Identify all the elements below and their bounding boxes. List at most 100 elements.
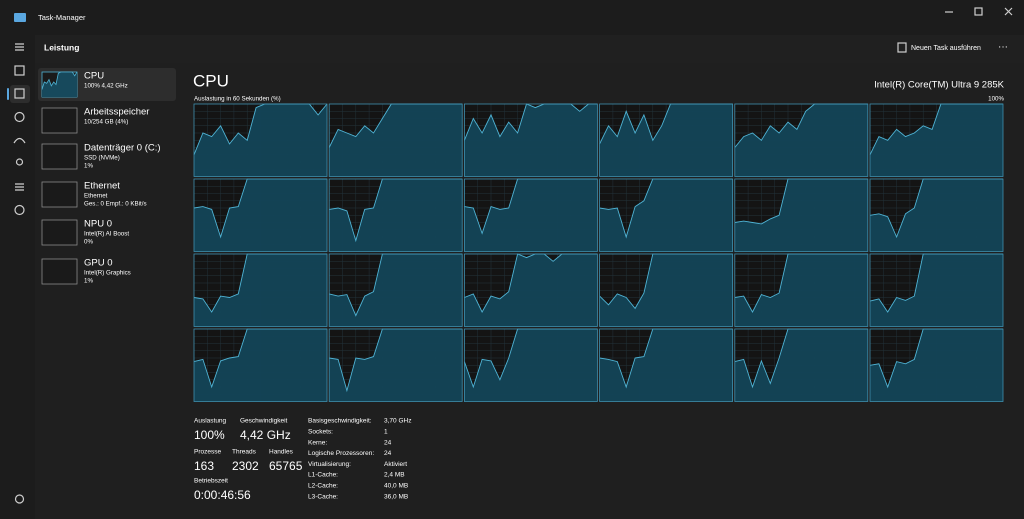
sidebar-item-detail: Intel(R) Graphics [84,270,131,277]
graph-area [599,254,733,327]
graph-area [734,104,868,177]
details-icon[interactable] [15,183,24,191]
graph-border [193,178,328,252]
services-icon[interactable] [14,204,25,216]
stat-value: 0:00:46:56 [194,488,251,502]
app-icon [14,13,26,22]
graph-area [734,254,868,327]
graph-border [193,253,328,327]
new-task-icon [897,42,907,53]
detail-value: 24 [384,439,392,446]
detail-label: L1-Cache: [308,472,338,479]
nav-indicator [7,88,9,100]
graph-area [329,329,463,402]
detail-label: L3-Cache: [308,493,338,500]
detail-value: 1 [384,429,388,436]
main-title: CPU [193,71,229,90]
processor-name: Intel(R) Core(TM) Ultra 9 285K [874,80,1005,91]
graph-border [599,178,733,252]
performance-icon[interactable] [14,88,25,99]
sidebar-thumbnail [41,143,78,170]
startup-icon[interactable] [13,137,26,144]
sidebar-thumbnail-area [42,72,77,97]
page-header: Leistung [44,42,79,52]
graph-area [870,329,1003,402]
sidebar-item-detail: 1% [84,278,93,285]
sidebar-item-name: NPU 0 [84,219,112,230]
graph-border [599,328,733,402]
sidebar-item-detail: Intel(R) AI Boost [84,231,129,238]
detail-label: Kerne: [308,439,327,446]
stat-value: 100% [194,428,225,442]
users-icon[interactable] [15,158,24,166]
graph-area [599,179,733,252]
detail-value: Aktiviert [384,461,407,468]
sidebar-item-name: CPU [84,71,104,82]
graph-area [464,179,598,252]
graph-area [464,329,598,402]
maximize-button[interactable] [974,7,983,16]
detail-value: 2,4 MB [384,472,405,479]
graph-border [328,103,463,177]
graph-border [734,253,869,327]
stat-value: 2302 [232,459,259,473]
menu-icon[interactable] [15,43,24,51]
graph-border [869,253,1004,327]
sidebar-item-detail: Ethernet [84,193,108,200]
graph-border [869,178,1004,252]
stat-label: Handles [269,449,294,456]
sidebar-item-name: Datenträger 0 (C:) [84,143,161,154]
sidebar-thumbnail [41,258,78,285]
sidebar-thumbnail [41,107,78,134]
graph-border [734,178,869,252]
graph-border [734,328,869,402]
graph-border [599,253,733,327]
graph-area [734,179,868,252]
graph-area [329,179,463,252]
header-bar [35,35,1024,63]
graph-area [599,104,733,177]
new-task-button[interactable]: Neuen Task ausführen [911,45,981,52]
graph-border [463,178,598,252]
close-button[interactable] [1004,7,1013,16]
stat-label: Prozesse [194,449,221,456]
graph-area [329,254,463,327]
graph-label: Auslastung in 60 Sekunden (%) [194,96,281,103]
graph-area [329,104,463,177]
stat-value: 65765 [269,459,303,473]
sidebar-item-detail: 10/254 GB (4%) [84,119,128,126]
processes-icon[interactable] [14,65,25,76]
graph-area [194,179,327,252]
graph-border [328,178,463,252]
sidebar-item-detail: Ges.: 0 Empf.: 0 KBit/s [84,201,147,208]
detail-label: L2-Cache: [308,483,338,490]
nav-rail [7,43,30,504]
graph-border [463,328,598,402]
sidebar-item-detail: 1% [84,163,93,170]
graph-border [869,328,1004,402]
graph-border [193,103,328,177]
graph-border [599,103,733,177]
cpu-graphs [193,103,1004,402]
stat-value: 163 [194,459,214,473]
sidebar-item-name: Arbeitsspeicher [84,107,149,118]
sidebar-item-detail: 100% 4,42 GHz [84,83,128,90]
stat-label: Auslastung [194,418,227,425]
stats: Auslastung 100% Geschwindigkeit 4,42 GHz Pro… [194,418,411,502]
detail-value: 40,0 MB [384,483,408,490]
more-button[interactable]: ··· [998,42,1008,53]
graph-border [463,103,598,177]
graph-border [463,253,598,327]
graph-area [870,179,1003,252]
settings-icon[interactable] [14,494,25,504]
graph-area [464,104,598,177]
sidebar-item-name: GPU 0 [84,258,113,269]
nav-selected [10,85,30,103]
graph-area [734,329,868,402]
history-icon[interactable] [14,111,25,123]
graph-area [194,104,327,177]
sidebar-thumbnail [41,219,78,246]
graph-max: 100% [988,96,1004,103]
detail-value: 36,0 MB [384,493,408,500]
